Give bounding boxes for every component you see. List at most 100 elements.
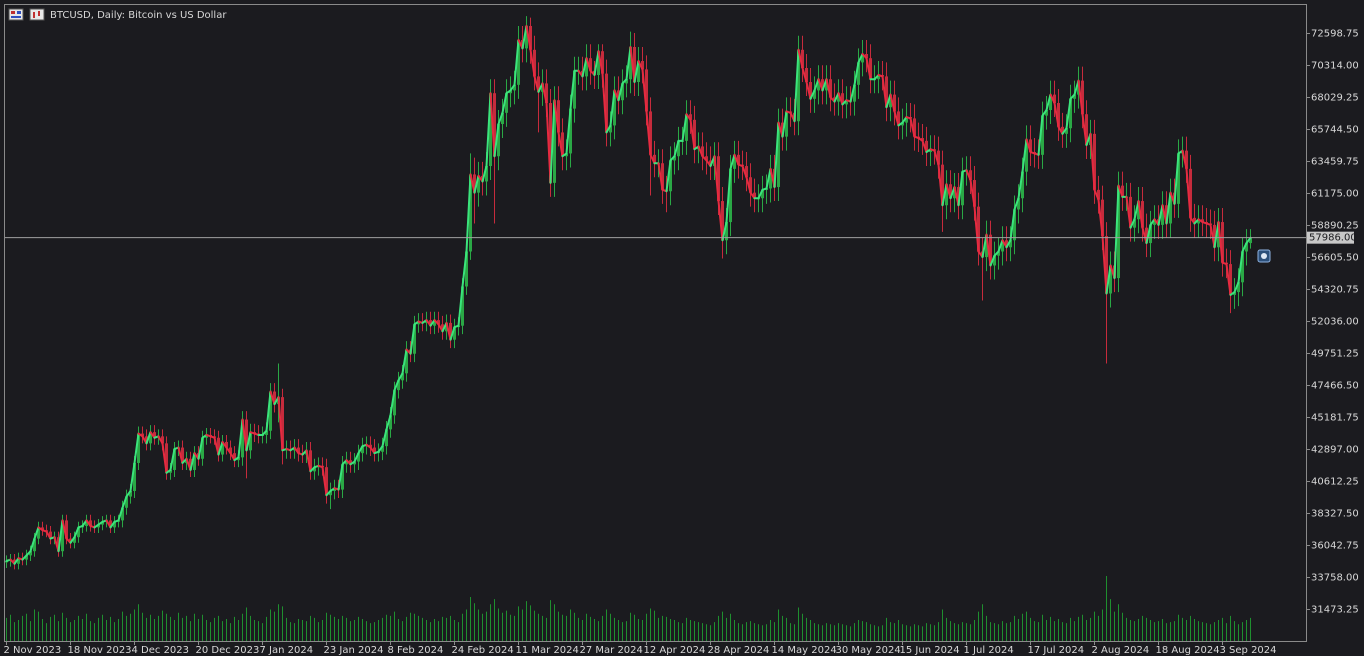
candle-body (369, 444, 372, 448)
close-line-segment (945, 183, 952, 200)
candle-body (413, 324, 416, 354)
candle-body (1241, 251, 1244, 283)
close-line-segment (981, 233, 988, 259)
close-line-segment (1185, 167, 1192, 219)
candle-body (1049, 94, 1052, 111)
candle-body (869, 58, 872, 80)
close-line-segment (1113, 184, 1120, 280)
close-line-segment (597, 50, 604, 75)
candle-body (477, 175, 480, 193)
candle-body (717, 156, 720, 202)
close-line-segment (105, 519, 112, 529)
close-line-segment (837, 92, 844, 106)
candle-body (725, 222, 728, 241)
close-line-layer (5, 24, 1252, 565)
candle-body (645, 69, 648, 112)
close-line-segment (1061, 127, 1068, 135)
close-line-segment (633, 59, 640, 84)
candle-body (37, 527, 40, 539)
x-tick-label: 11 Mar 2024 (516, 645, 579, 656)
candle-body (837, 93, 840, 102)
close-line-segment (901, 116, 908, 124)
icon (11, 11, 15, 14)
candle-body (945, 184, 948, 206)
candle-body (1117, 185, 1120, 279)
y-tick-label: 49751.25 (1311, 349, 1359, 360)
candle-body (973, 180, 976, 207)
candle-body (1165, 205, 1168, 224)
candle-body (273, 391, 276, 405)
close-line-segment (321, 466, 328, 497)
close-line-segment (189, 452, 196, 471)
candle-body (489, 93, 492, 167)
candle-body (1221, 222, 1224, 263)
close-line-segment (625, 45, 632, 81)
candle-body (1053, 94, 1056, 104)
close-line-segment (337, 463, 344, 491)
close-line-segment (985, 233, 992, 267)
y-tick-label: 36042.75 (1311, 541, 1359, 552)
candle-body (473, 174, 476, 193)
close-line-segment (117, 506, 124, 522)
x-tick-label: 1 Jul 2024 (964, 645, 1014, 656)
candle-body (137, 433, 140, 463)
candle-body (897, 111, 900, 126)
y-tick-label: 58890.25 (1311, 221, 1359, 232)
close-line-segment (493, 123, 500, 158)
candle-body (73, 537, 76, 543)
close-line-segment (1173, 152, 1180, 205)
close-line-segment (245, 431, 252, 452)
candle-body (345, 460, 348, 465)
close-line-segment (781, 110, 788, 138)
close-line-segment (1161, 204, 1168, 225)
candle-body (745, 166, 748, 178)
close-line-segment (941, 183, 948, 207)
y-tick-label: 65744.50 (1311, 125, 1359, 136)
x-tick-label: 8 Feb 2024 (388, 645, 444, 656)
candle-body (461, 286, 464, 326)
close-line-segment (237, 418, 244, 459)
candle-body (361, 446, 364, 454)
close-line-segment (269, 390, 276, 406)
candle-body (609, 125, 612, 133)
close-line-segment (225, 446, 232, 455)
close-line-segment (713, 155, 720, 203)
icon (17, 11, 21, 14)
y-tick-label: 52036.00 (1311, 317, 1359, 328)
close-line-segment (649, 153, 656, 165)
x-tick-label: 18 Aug 2024 (1156, 645, 1220, 656)
close-line-segment (885, 93, 892, 109)
candle-body (89, 520, 92, 526)
candle-body (553, 100, 556, 183)
close-line-segment (445, 321, 452, 341)
close-line-segment (57, 519, 64, 553)
candle-body (309, 450, 312, 472)
close-line-segment (489, 92, 496, 158)
close-line-segment (857, 52, 864, 64)
close-line-segment (1217, 221, 1224, 264)
candle-body (569, 108, 572, 154)
candle-body (1001, 240, 1004, 252)
close-line-segment (965, 169, 972, 182)
close-line-segment (957, 170, 964, 207)
candle-body (601, 51, 604, 74)
candle-body (817, 79, 820, 91)
candle-body (1093, 133, 1096, 190)
candle-body (385, 429, 388, 447)
candle-body (129, 490, 132, 497)
icon (29, 8, 45, 21)
candle-body (441, 324, 444, 332)
close-line-segment (889, 93, 896, 113)
candle-body (701, 146, 704, 157)
close-line-segment (1245, 236, 1252, 245)
x-tick-label: 2 Aug 2024 (1092, 645, 1150, 656)
candle-body (661, 163, 664, 190)
candle-body (61, 520, 64, 552)
x-tick-label: 23 Jan 2024 (324, 645, 384, 656)
x-tick-label: 3 Sep 2024 (1220, 645, 1277, 656)
candle-body (97, 524, 100, 528)
candle-body (13, 559, 16, 564)
candle-body (181, 447, 184, 463)
close-line-segment (545, 102, 552, 184)
